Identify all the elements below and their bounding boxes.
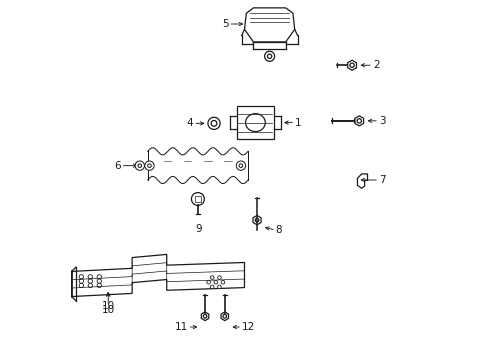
Circle shape bbox=[144, 161, 154, 170]
Text: 2: 2 bbox=[372, 60, 379, 70]
Bar bbox=[236, 107, 274, 139]
Circle shape bbox=[138, 164, 142, 167]
Text: 4: 4 bbox=[186, 118, 193, 128]
Circle shape bbox=[135, 161, 144, 170]
Circle shape bbox=[191, 193, 204, 206]
Circle shape bbox=[211, 121, 217, 126]
Polygon shape bbox=[72, 255, 244, 297]
Circle shape bbox=[210, 285, 214, 289]
Text: 5: 5 bbox=[221, 19, 228, 29]
Polygon shape bbox=[244, 8, 294, 42]
Circle shape bbox=[255, 219, 258, 222]
Circle shape bbox=[217, 276, 221, 279]
Text: 10: 10 bbox=[102, 305, 115, 315]
Circle shape bbox=[214, 280, 217, 284]
Circle shape bbox=[239, 164, 242, 167]
Polygon shape bbox=[347, 60, 356, 70]
Circle shape bbox=[97, 275, 101, 279]
Text: 7: 7 bbox=[378, 175, 385, 185]
Text: 1: 1 bbox=[294, 118, 301, 128]
Text: 10: 10 bbox=[102, 301, 115, 311]
Text: 6: 6 bbox=[114, 161, 121, 171]
Circle shape bbox=[267, 54, 271, 58]
Circle shape bbox=[221, 280, 224, 284]
Polygon shape bbox=[221, 312, 228, 320]
Polygon shape bbox=[357, 174, 367, 188]
Circle shape bbox=[88, 283, 92, 288]
Circle shape bbox=[79, 279, 83, 283]
Circle shape bbox=[97, 283, 101, 288]
Text: 12: 12 bbox=[242, 322, 255, 332]
Circle shape bbox=[79, 283, 83, 288]
Circle shape bbox=[97, 279, 101, 283]
Circle shape bbox=[356, 119, 361, 123]
Circle shape bbox=[88, 279, 92, 283]
Circle shape bbox=[147, 164, 151, 167]
Circle shape bbox=[223, 315, 226, 318]
Circle shape bbox=[236, 161, 245, 170]
Circle shape bbox=[349, 63, 353, 67]
Circle shape bbox=[206, 280, 210, 284]
Text: 11: 11 bbox=[174, 322, 187, 332]
Circle shape bbox=[79, 275, 83, 279]
Text: 3: 3 bbox=[378, 116, 385, 126]
Polygon shape bbox=[252, 216, 261, 225]
Text: 8: 8 bbox=[275, 225, 282, 235]
Circle shape bbox=[210, 276, 214, 279]
Polygon shape bbox=[354, 116, 363, 126]
Circle shape bbox=[264, 51, 274, 61]
Ellipse shape bbox=[245, 114, 265, 132]
Polygon shape bbox=[201, 312, 208, 320]
Circle shape bbox=[203, 315, 206, 318]
Circle shape bbox=[88, 275, 92, 279]
Circle shape bbox=[207, 117, 220, 130]
Text: 9: 9 bbox=[195, 224, 202, 234]
Bar bbox=[195, 196, 201, 202]
Circle shape bbox=[217, 285, 221, 289]
